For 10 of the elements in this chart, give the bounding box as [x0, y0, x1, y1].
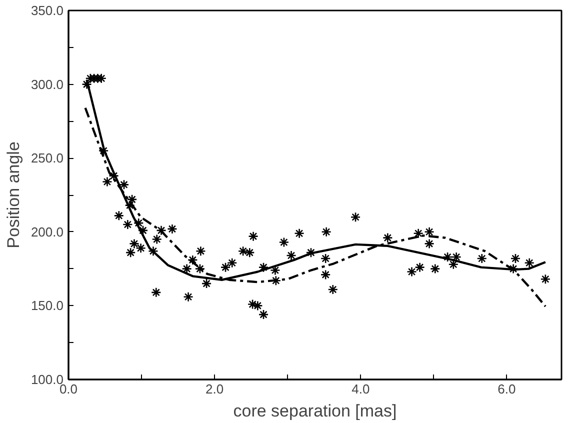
- x-tick-label: 4.0: [352, 382, 370, 396]
- y-tick-label: 250.0: [30, 150, 64, 166]
- x-tick-label: 2.0: [206, 382, 224, 396]
- x-axis-title: core separation [mas]: [233, 402, 397, 420]
- y-tick-label: 200.0: [30, 224, 64, 240]
- x-tick-label: 6.0: [498, 382, 516, 396]
- y-tick-label: 300.0: [30, 76, 64, 92]
- y-tick-label: 350.0: [30, 3, 64, 18]
- y-tick-label: 150.0: [30, 298, 64, 314]
- y-axis-title: Position angle: [4, 142, 23, 248]
